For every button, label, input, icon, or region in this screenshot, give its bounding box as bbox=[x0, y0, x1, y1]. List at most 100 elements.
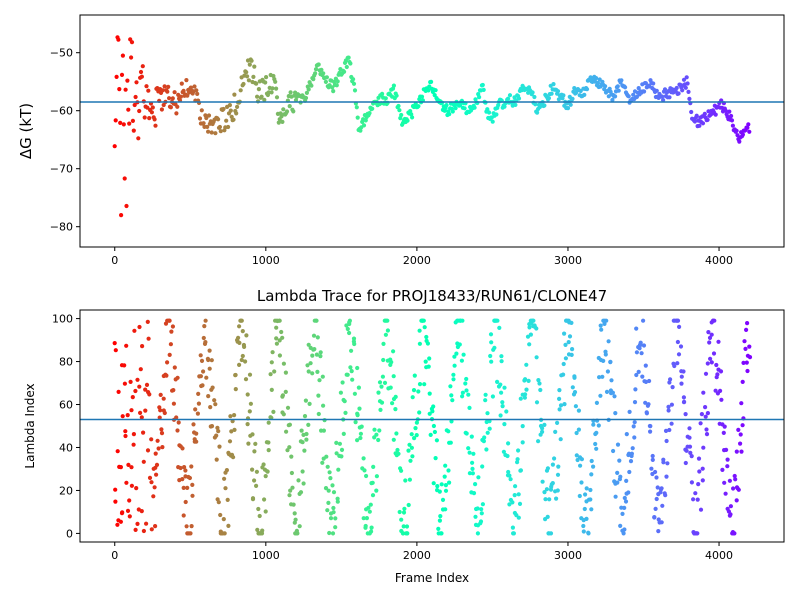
y-tick-label: 20 bbox=[59, 484, 73, 497]
lambda-point bbox=[156, 446, 161, 451]
lambda-point bbox=[131, 442, 136, 447]
lambda-point bbox=[317, 378, 322, 383]
dg-point bbox=[692, 119, 698, 124]
dg-point bbox=[551, 82, 556, 87]
lambda-point bbox=[327, 530, 332, 536]
dg-point bbox=[309, 83, 314, 88]
dg-point bbox=[269, 90, 274, 95]
lambda-point bbox=[369, 529, 374, 534]
lambda-point bbox=[507, 473, 512, 478]
lambda-point bbox=[482, 435, 487, 440]
dg-point bbox=[496, 103, 501, 108]
lambda-point bbox=[478, 519, 484, 524]
lambda-point bbox=[314, 352, 319, 357]
dg-point bbox=[502, 104, 507, 109]
lambda-point bbox=[470, 460, 475, 465]
lambda-point bbox=[417, 341, 422, 346]
lambda-point bbox=[191, 422, 196, 427]
lambda-point bbox=[621, 531, 626, 536]
lambda-point bbox=[516, 515, 521, 520]
lambda-point bbox=[424, 334, 429, 340]
dg-point bbox=[274, 95, 280, 100]
dg-point bbox=[206, 113, 212, 118]
lambda-point bbox=[471, 491, 477, 496]
lambda-point bbox=[600, 374, 605, 379]
lambda-point bbox=[703, 405, 708, 410]
dg-point bbox=[124, 203, 129, 209]
lambda-point bbox=[659, 486, 664, 491]
lambda-point bbox=[650, 457, 655, 462]
lambda-point bbox=[143, 387, 148, 392]
lambda-point bbox=[683, 460, 688, 466]
lambda-point bbox=[149, 527, 154, 532]
lambda-point bbox=[666, 404, 671, 409]
lambda-point bbox=[229, 429, 234, 434]
lambda-point bbox=[339, 447, 345, 452]
dg-point bbox=[409, 112, 414, 117]
lambda-point bbox=[255, 527, 260, 533]
dg-point bbox=[172, 90, 177, 95]
lambda-point bbox=[510, 525, 515, 530]
lambda-point bbox=[591, 464, 596, 469]
lambda-point bbox=[232, 427, 237, 432]
lambda-point bbox=[622, 527, 627, 532]
dg-point bbox=[685, 81, 690, 86]
lambda-point bbox=[175, 428, 180, 433]
lambda-point bbox=[525, 334, 531, 339]
lambda-point bbox=[634, 350, 640, 355]
lambda-point bbox=[609, 378, 614, 383]
lambda-point bbox=[407, 442, 412, 447]
lambda-point bbox=[618, 474, 623, 479]
lambda-point bbox=[443, 488, 449, 493]
lambda-point bbox=[308, 361, 313, 366]
lambda-point bbox=[266, 448, 271, 453]
lambda-point bbox=[167, 352, 172, 357]
lambda-point bbox=[292, 511, 297, 516]
dg-point bbox=[241, 81, 246, 87]
lambda-point bbox=[460, 390, 465, 395]
dg-point bbox=[472, 105, 477, 110]
dg-point bbox=[380, 91, 385, 96]
lambda-point bbox=[708, 356, 713, 361]
lambda-point bbox=[247, 372, 253, 377]
dg-point bbox=[651, 81, 656, 86]
lambda-point bbox=[216, 429, 221, 434]
lambda-point bbox=[316, 411, 321, 417]
lambda-point bbox=[545, 466, 551, 471]
lambda-point bbox=[281, 361, 286, 366]
dg-point bbox=[162, 84, 167, 89]
dg-point bbox=[700, 121, 706, 126]
dg-point bbox=[150, 105, 155, 110]
lambda-point bbox=[548, 531, 554, 536]
lambda-point bbox=[716, 339, 721, 344]
lambda-point bbox=[243, 377, 249, 382]
dg-point bbox=[113, 118, 118, 123]
dg-point bbox=[234, 111, 239, 116]
lambda-point bbox=[741, 360, 746, 365]
lambda-point bbox=[705, 361, 710, 366]
dg-point bbox=[175, 104, 180, 109]
dg-point bbox=[354, 105, 359, 110]
lambda-point bbox=[499, 390, 504, 395]
lambda-point bbox=[394, 431, 399, 436]
lambda-point bbox=[355, 365, 360, 371]
dg-point bbox=[303, 95, 309, 101]
lambda-point bbox=[382, 380, 388, 385]
dg-point bbox=[391, 83, 396, 88]
lambda-point bbox=[167, 318, 172, 323]
lambda-point bbox=[140, 344, 145, 349]
lambda-point bbox=[410, 454, 415, 459]
lambda-point bbox=[740, 423, 745, 428]
lambda-point bbox=[412, 373, 417, 378]
dg-point bbox=[185, 93, 190, 98]
dg-point bbox=[216, 117, 221, 122]
dg-point bbox=[319, 67, 324, 72]
lambda-point bbox=[139, 415, 144, 420]
bottom-x-axis-label: Frame Index bbox=[395, 571, 469, 585]
dg-point bbox=[667, 95, 672, 100]
lambda-point bbox=[236, 335, 241, 340]
lambda-point bbox=[224, 468, 229, 473]
lambda-point bbox=[648, 429, 653, 434]
lambda-point bbox=[719, 397, 724, 402]
